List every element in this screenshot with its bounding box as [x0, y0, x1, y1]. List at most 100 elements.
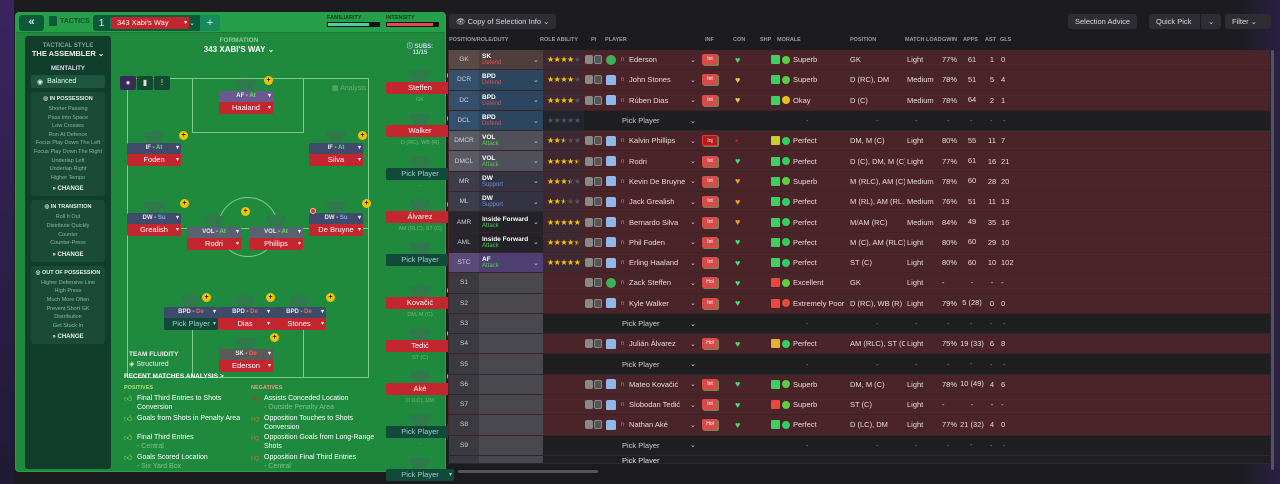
sub-player-selector[interactable]: Pick Player [386, 426, 454, 438]
role-duty-selector[interactable]: IF - At [309, 143, 363, 154]
chevron-down-icon[interactable]: ⌄ [533, 198, 539, 206]
chevron-down-icon[interactable]: ⌄ [533, 97, 539, 105]
pitch-player-slot[interactable]: BPD - DeDias [218, 295, 272, 330]
chevron-down-icon[interactable]: ⌄ [690, 340, 696, 348]
player-instructions-icon[interactable]: + [202, 293, 211, 302]
player-instructions-icons[interactable] [585, 375, 602, 394]
role-duty-selector[interactable]: VOL Attack [479, 151, 543, 171]
role-duty-selector[interactable]: BPD Defend [479, 70, 543, 90]
role-duty-selector[interactable]: VOL Attack [479, 131, 543, 151]
pitch-player-slot[interactable]: IF - AtSilva [309, 131, 363, 166]
role-duty-selector[interactable]: AF Attack [479, 252, 543, 273]
player-instructions-icon[interactable]: + [180, 199, 189, 208]
pitch-player-slot[interactable]: DW - SuGrealish [127, 201, 181, 236]
player-instructions-icons[interactable] [585, 50, 602, 69]
info-badge[interactable]: Int [702, 192, 718, 211]
chevron-down-icon[interactable]: ⌄ [690, 219, 696, 227]
role-duty-selector[interactable] [479, 313, 543, 334]
role-duty-selector[interactable]: Inside Forward Attack [479, 232, 543, 252]
player-name-selector[interactable]: Stones [272, 318, 326, 330]
analysis-toggle[interactable]: ▦ Analysis [332, 84, 366, 92]
player-name-selector[interactable]: Ederson [219, 360, 273, 372]
col-header-morale[interactable]: MORALE [777, 37, 801, 43]
sub-player-selector[interactable]: Pick Player [386, 469, 454, 481]
col-header-ast[interactable]: AST [985, 37, 996, 43]
sub-player-selector[interactable]: Tedić [386, 340, 454, 352]
pick-player-selector[interactable]: Pick Player [606, 314, 702, 333]
info-badge[interactable]: Int [702, 375, 718, 394]
selection-advice-button[interactable]: Selection Advice [1068, 14, 1138, 29]
chevron-down-icon[interactable]: ⌄ [690, 259, 696, 267]
role-duty-selector[interactable]: BPD - De [218, 307, 272, 318]
sub-slot[interactable]: Kovačić DM, M (C) [386, 285, 454, 318]
chevron-down-icon[interactable]: ⌄ [690, 158, 696, 166]
pitch-player-slot[interactable]: VOL - AtPhillips [249, 215, 303, 250]
player-selector[interactable]: ∩ Rúben Dias [606, 91, 702, 110]
role-duty-selector[interactable]: VOL - At [249, 227, 303, 238]
table-row[interactable]: S3 Pick Player ⌄ - - - - - - - [448, 313, 1270, 335]
player-name-selector[interactable]: Haaland [219, 102, 273, 114]
player-instructions-icons[interactable] [585, 172, 602, 191]
player-instructions-icon[interactable]: + [241, 207, 250, 216]
role-duty-selector[interactable]: AF - At [219, 91, 273, 102]
pick-player-selector[interactable]: Pick Player [606, 111, 702, 130]
info-badge[interactable]: Int [702, 253, 718, 272]
role-duty-selector[interactable] [479, 415, 543, 435]
player-name-selector[interactable]: Grealish [127, 224, 181, 236]
player-selector[interactable]: ∩ Phil Foden [606, 233, 702, 252]
chevron-down-icon[interactable]: ⌄ [690, 361, 696, 369]
chevron-down-icon[interactable]: ⌄ [533, 158, 539, 166]
role-duty-selector[interactable]: Inside Forward Attack [479, 212, 543, 232]
chevron-down-icon[interactable]: ⌄ [690, 76, 696, 84]
chevron-down-icon[interactable]: ⌄ [690, 137, 696, 145]
sub-player-selector[interactable]: Pick Player [386, 254, 454, 266]
pitch-player-slot[interactable]: DW - SuDe Bruyne [309, 201, 363, 236]
info-badge[interactable]: Int [702, 151, 718, 170]
sub-player-selector[interactable]: Pick Player [386, 168, 454, 180]
player-name-selector[interactable]: Phillips [249, 238, 303, 250]
player-name-selector[interactable]: De Bruyne [309, 224, 363, 236]
chevron-down-icon[interactable]: ⌄ [533, 259, 539, 267]
change-in-transition-button[interactable]: » CHANGE [52, 251, 84, 258]
chevron-down-icon[interactable]: ⌄ [690, 320, 696, 328]
player-name-selector[interactable]: Rodri [187, 238, 241, 250]
familiarity-meter[interactable]: FAMILIARITY [327, 15, 380, 27]
chevron-down-icon[interactable]: ⌄ [690, 56, 696, 64]
sub-player-selector[interactable]: Álvarez [386, 211, 454, 223]
info-badge[interactable]: Inj [702, 131, 718, 150]
player-instructions-icons[interactable] [585, 395, 602, 414]
player-instructions-icons[interactable] [585, 212, 602, 231]
table-row[interactable]: S9 Pick Player ⌄ - - - - - - - [448, 435, 1270, 456]
player-instructions-icons[interactable] [585, 415, 602, 434]
role-duty-selector[interactable] [479, 293, 543, 313]
chevron-down-icon[interactable]: ⌄ [533, 56, 539, 64]
player-instructions-icons[interactable] [585, 294, 602, 313]
col-header-pi[interactable]: PI [591, 37, 597, 43]
player-selector[interactable]: ∩ Kyle Walker [606, 294, 702, 313]
chevron-down-icon[interactable]: ⌄ [533, 239, 539, 247]
info-badge[interactable]: Hol [702, 415, 718, 434]
chevron-down-icon[interactable]: ⌄ [533, 76, 539, 84]
add-tactic-button[interactable]: + [200, 15, 220, 31]
player-instructions-icons[interactable] [585, 131, 602, 150]
intensity-meter[interactable]: INTENSITY [386, 15, 439, 27]
player-selector[interactable]: ∩ Jack Grealish [606, 192, 702, 211]
player-selector[interactable]: ∩ Bernardo Silva [606, 212, 702, 231]
player-instructions-icons[interactable] [585, 334, 602, 353]
chevron-down-icon[interactable]: ⌄ [690, 279, 696, 287]
chevron-down-icon[interactable]: ⌄ [690, 198, 696, 206]
sub-player-selector[interactable]: Aké [386, 383, 454, 395]
role-duty-selector[interactable]: BPD Defend [479, 90, 543, 110]
col-header-ship[interactable]: SHP [760, 37, 772, 43]
player-name-selector[interactable]: Silva [309, 154, 363, 166]
table-row[interactable]: S2 ∩ Kyle Walker ⌄ Int ♥ Extremely Poor D (RC),… [448, 293, 1270, 314]
pitch-player-slot[interactable]: BPD - DePick Player [164, 295, 218, 330]
pitch-player-slot[interactable]: IF - AtFoden [127, 131, 181, 166]
player-view-button[interactable]: ● [120, 76, 136, 90]
col-header-gwin[interactable]: GWIN [942, 37, 957, 43]
player-instructions-icons[interactable] [585, 70, 602, 89]
chevron-down-icon[interactable]: ⌄ [533, 137, 539, 145]
chevron-down-icon[interactable]: ⌄ [690, 97, 696, 105]
role-duty-selector[interactable]: DW - Su [309, 213, 363, 224]
